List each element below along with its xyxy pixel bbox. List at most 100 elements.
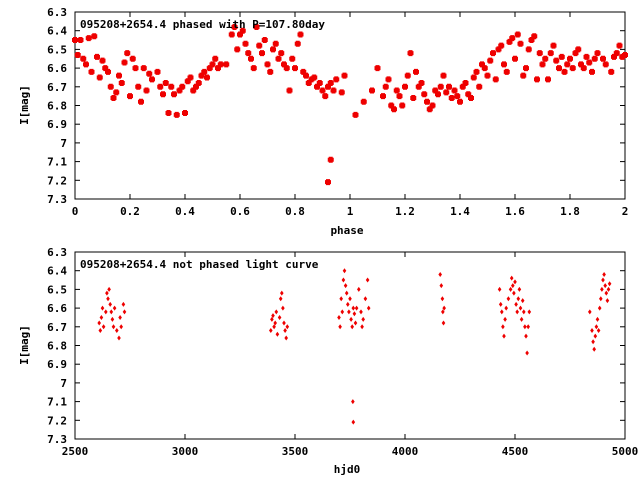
data-point — [248, 55, 254, 62]
data-point — [603, 283, 607, 289]
data-point — [418, 80, 425, 87]
data-point — [122, 309, 127, 315]
y-axis-label: I[mag] — [18, 85, 31, 125]
data-point — [468, 95, 474, 102]
data-point — [273, 320, 277, 326]
data-point — [138, 98, 144, 105]
data-point — [590, 328, 594, 334]
data-point — [402, 83, 408, 90]
data-point — [514, 301, 518, 307]
data-point — [359, 309, 363, 315]
data-point — [380, 93, 386, 100]
data-point — [595, 316, 600, 322]
y-axis-label: I[mag] — [18, 325, 31, 365]
data-point — [250, 65, 257, 72]
data-point — [278, 296, 283, 302]
data-point — [522, 309, 526, 315]
data-point — [173, 111, 180, 118]
data-point — [217, 61, 224, 68]
y-axis-ticks: 6.3 6.4 6.5 6.6 6.7 6.8 6.9 7 7.1 7.2 7.3 — [47, 6, 625, 206]
data-point — [275, 55, 282, 62]
data-point — [606, 286, 611, 292]
data-point — [322, 93, 329, 100]
data-point — [94, 53, 100, 60]
data-point — [504, 305, 508, 311]
data-point — [435, 91, 441, 98]
data-point — [352, 111, 359, 118]
data-point — [107, 83, 114, 90]
data-point — [539, 61, 546, 68]
data-point — [498, 42, 505, 49]
data-point — [96, 74, 103, 81]
data-point — [374, 65, 381, 72]
data-point — [502, 333, 506, 339]
data-point — [245, 50, 252, 57]
data-point — [341, 277, 346, 283]
data-point — [396, 93, 403, 100]
data-point — [509, 35, 516, 42]
data-point — [330, 87, 337, 94]
data-point — [487, 57, 494, 64]
data-point — [129, 55, 136, 62]
data-point — [526, 324, 530, 330]
y-tick-label: 6.8 — [47, 340, 67, 353]
data-point — [350, 324, 354, 330]
x-tick-label: 5000 — [612, 445, 639, 458]
data-point — [542, 55, 549, 62]
data-point — [366, 305, 371, 311]
data-point — [451, 87, 458, 94]
data-point — [410, 95, 417, 102]
x-tick-label: 1 — [347, 205, 354, 218]
x-tick-label: 3000 — [172, 445, 199, 458]
data-point — [195, 80, 202, 87]
y-tick-label: 7.3 — [47, 433, 67, 446]
data-point — [391, 106, 397, 113]
x-axis-ticks: 0 0.2 0.4 0.6 0.8 1 1.2 1.4 1.6 1.8 2 — [72, 12, 629, 218]
data-point — [311, 74, 318, 81]
x-tick-label: 2 — [622, 205, 629, 218]
data-point — [283, 328, 287, 334]
data-point — [168, 83, 175, 90]
data-point — [527, 309, 532, 315]
data-point — [286, 87, 293, 94]
data-point — [440, 72, 447, 79]
data-point — [561, 68, 568, 75]
x-tick-label: 0 — [72, 205, 79, 218]
data-point — [327, 156, 334, 163]
data-point — [351, 419, 356, 425]
data-point — [601, 277, 605, 283]
x-tick-label: 2500 — [62, 445, 89, 458]
x-axis-label: phase — [330, 224, 363, 237]
data-point — [348, 296, 352, 302]
data-point — [360, 324, 364, 330]
data-point — [484, 72, 491, 79]
data-point — [105, 290, 109, 296]
data-point — [272, 324, 276, 330]
data-point — [586, 59, 593, 66]
data-point — [497, 286, 502, 292]
data-point — [316, 80, 323, 87]
data-point — [439, 283, 444, 289]
data-point — [242, 40, 249, 47]
data-point — [274, 309, 279, 315]
data-point — [413, 68, 419, 75]
data-point — [109, 309, 114, 315]
data-point — [121, 301, 126, 307]
data-point — [407, 50, 414, 57]
data-point — [583, 53, 590, 60]
y-tick-label: 6.4 — [47, 25, 67, 38]
data-point — [269, 328, 273, 334]
data-point — [589, 68, 595, 75]
data-point — [127, 93, 133, 100]
y-tick-label: 6.7 — [47, 81, 67, 94]
data-point — [580, 65, 587, 72]
data-point — [272, 40, 279, 47]
data-point — [285, 324, 290, 330]
data-point — [116, 72, 122, 79]
data-point — [267, 68, 274, 75]
data-point — [424, 98, 430, 105]
data-point — [339, 296, 343, 302]
data-point — [107, 286, 111, 292]
data-point — [361, 316, 365, 322]
data-point — [284, 335, 288, 341]
